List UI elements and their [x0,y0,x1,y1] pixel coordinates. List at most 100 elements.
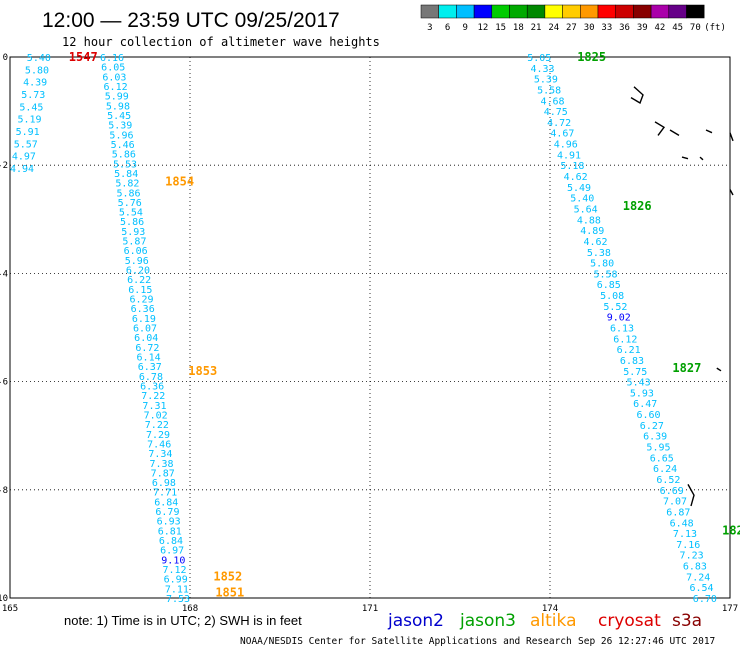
wave-height-value: 5.73 [21,90,45,101]
wave-height-value: 6.81 [158,526,182,537]
wave-height-value: 7.02 [144,410,168,421]
x-tick-label: 168 [182,604,198,614]
wave-height-value: 7.07 [663,497,687,508]
wave-height-value: 7.34 [148,449,172,460]
wave-height-value: 5.40 [570,194,594,205]
wave-height-value: 5.86 [120,217,144,228]
colorbar-swatch [526,4,546,19]
pass-time-label: 1827 [672,361,701,375]
wave-height-value: 6.04 [134,333,158,344]
wave-height-value: 5.84 [114,169,138,180]
wave-height-value: 7.71 [153,488,177,499]
wave-height-value: 6.36 [140,381,164,392]
chart-subtitle: 12 hour collection of altimeter wave hei… [62,35,380,49]
colorbar-label: 30 [584,23,595,33]
island-outline [716,367,722,372]
colorbar-swatch [438,4,457,19]
satellite-legend-jason2: jason2 [387,611,444,631]
wave-height-value: 5.93 [121,227,145,238]
island-outline [681,156,689,160]
colorbar-label: 6 [445,23,450,33]
wave-height-value: 6.99 [164,575,188,586]
colorbar-label: 18 [513,23,524,33]
wave-height-value: 5.18 [560,161,584,172]
wave-height-value: 6.83 [683,562,707,573]
wave-height-value: 6.98 [152,478,176,489]
island-outline [729,189,734,196]
wave-height-value: 9.02 [607,313,631,324]
wave-height-value: 6.52 [656,475,680,486]
satellite-legend-s3a: s3a [672,611,702,631]
wave-height-value: 4.72 [547,118,571,129]
wave-height-value: 6.03 [102,72,126,83]
wave-height-value: 5.38 [587,248,611,259]
satellite-legend-jason3: jason3 [459,611,516,631]
wave-height-value: 5.43 [627,378,651,389]
colorbar-swatch [686,4,705,19]
wave-height-value: 7.24 [686,572,710,583]
wave-height-value: 6.79 [155,507,179,518]
wave-height-value: 9.10 [161,555,185,566]
wave-height-value: 4.88 [577,215,601,226]
wave-height-value: 5.91 [16,127,40,138]
wave-height-value: 4.62 [564,172,588,183]
wave-height-value: 6.24 [653,464,677,475]
wave-height-value: 4.97 [12,152,36,163]
wave-height-value: 5.96 [109,130,133,141]
satellite-tracks: 5.405.804.395.735.455.195.915.574.974.94… [10,50,740,605]
wave-height-value: 6.16 [100,53,124,64]
wave-height-value: 6.65 [650,453,674,464]
y-tick-labels: 0 -2 -4 -6 -8 -10 [0,53,8,604]
colorbar-legend: 3 6 9 12 15 18 21 24 27 30 33 36 39 42 45 70 (ft) [420,4,726,33]
wave-height-value: 4.67 [550,129,574,140]
grid-lines [10,57,730,598]
wave-height-value: 6.12 [104,82,128,93]
colorbar-label: 9 [463,23,468,33]
wave-height-value: 6.47 [633,399,657,410]
colorbar-label: 3 [427,23,432,33]
wave-height-value: 4.68 [540,96,564,107]
wave-height-value: 6.69 [660,486,684,497]
colorbar-label: 70 [690,23,701,33]
wave-height-value: 4.75 [544,107,568,118]
wave-height-value: 5.57 [14,139,38,150]
y-tick-label: 0 [3,53,8,63]
island-outline [687,484,695,507]
footer-timestamp: Sep 26 12:27:46 UTC 2017 [578,636,715,647]
pass-time-label: 1828 [722,523,740,537]
colorbar-swatch [491,4,510,19]
island-coastlines [630,86,734,507]
wave-height-value: 5.39 [108,121,132,132]
wave-height-value: 6.20 [126,266,150,277]
wave-height-value: 7.46 [147,439,171,450]
colorbar-label: 15 [495,23,506,33]
colorbar-label: (ft) [704,23,726,33]
island-outline [654,121,666,136]
footer-credit: NOAA/NESDIS Center for Satellite Applica… [240,636,572,647]
x-tick-label: 177 [722,604,738,614]
wave-height-value: 7.16 [676,540,700,551]
wave-height-value: 5.76 [118,198,142,209]
wave-height-value: 5.54 [119,208,143,219]
wave-height-value: 6.87 [666,507,690,518]
wave-height-value: 6.97 [160,546,184,557]
satellite-legend: jason2 jason3 altika cryosat s3a [387,611,702,631]
wave-height-value: 5.82 [115,179,139,190]
pass-time-label: 1853 [188,364,217,378]
wave-height-value: 5.96 [125,256,149,267]
wave-height-value: 4.89 [580,226,604,237]
x-tick-label: 174 [542,604,558,614]
x-tick-label: 171 [362,604,378,614]
wave-height-value: 5.98 [106,101,130,112]
pass-time-label: 1852 [213,569,242,583]
y-tick-label: -4 [0,269,8,279]
wave-height-value: 6.13 [610,324,634,335]
island-outline [669,129,680,137]
wave-height-value: 5.86 [112,150,136,161]
colorbar-swatch [544,4,563,19]
wave-height-value: 6.83 [620,356,644,367]
wave-height-value: 7.13 [673,529,697,540]
colorbar-label: 45 [672,23,683,33]
wave-height-value: 6.84 [159,536,183,547]
footer-note: note: 1) Time is in UTC; 2) SWH is in fe… [64,613,302,628]
